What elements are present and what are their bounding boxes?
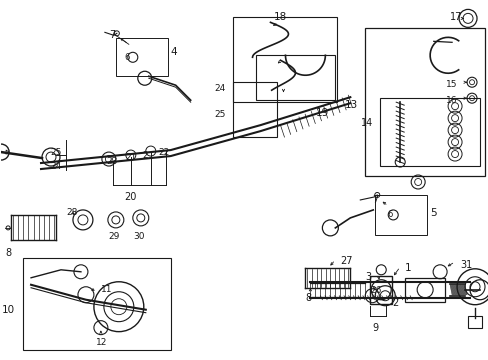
Text: 13: 13 bbox=[345, 100, 358, 110]
Text: 5: 5 bbox=[429, 208, 436, 218]
Text: 16: 16 bbox=[445, 96, 456, 105]
Text: 31: 31 bbox=[459, 260, 471, 270]
Bar bbox=[232, 82, 277, 137]
Text: 25: 25 bbox=[214, 110, 225, 119]
Bar bbox=[365, 28, 484, 176]
Text: 27: 27 bbox=[340, 256, 352, 266]
Bar bbox=[467, 316, 481, 328]
Bar bbox=[369, 276, 391, 304]
Text: 29: 29 bbox=[108, 232, 119, 241]
Text: 4: 4 bbox=[170, 47, 177, 57]
Text: 9: 9 bbox=[371, 323, 378, 333]
Text: 30: 30 bbox=[133, 232, 144, 241]
Text: 7: 7 bbox=[109, 30, 115, 40]
Text: 10: 10 bbox=[2, 305, 15, 315]
Text: 18: 18 bbox=[273, 12, 286, 22]
Bar bbox=[405, 278, 444, 302]
Text: 21: 21 bbox=[125, 153, 137, 162]
Bar bbox=[23, 258, 170, 350]
Bar bbox=[116, 38, 167, 76]
Text: 7: 7 bbox=[371, 195, 378, 205]
Text: 1: 1 bbox=[405, 263, 411, 273]
Text: 25: 25 bbox=[50, 148, 61, 157]
Bar bbox=[232, 17, 337, 102]
Text: 20: 20 bbox=[124, 192, 137, 202]
Bar bbox=[374, 195, 427, 235]
Text: 24: 24 bbox=[50, 162, 61, 171]
Text: 19: 19 bbox=[315, 108, 328, 118]
Text: 14: 14 bbox=[360, 118, 372, 128]
Text: 11: 11 bbox=[101, 285, 112, 294]
Text: 15: 15 bbox=[445, 80, 456, 89]
Text: 26: 26 bbox=[369, 286, 381, 295]
Text: 28: 28 bbox=[66, 208, 77, 217]
Text: 22: 22 bbox=[159, 148, 170, 157]
Text: 8: 8 bbox=[5, 248, 11, 258]
Text: 8: 8 bbox=[305, 293, 311, 303]
Bar bbox=[255, 55, 335, 100]
Text: 6: 6 bbox=[386, 210, 392, 219]
Text: 6: 6 bbox=[124, 53, 130, 62]
Text: 3: 3 bbox=[365, 272, 371, 282]
Bar bbox=[380, 98, 479, 166]
Text: 23: 23 bbox=[106, 157, 117, 166]
Text: 24: 24 bbox=[214, 84, 225, 93]
Text: 12: 12 bbox=[96, 338, 107, 347]
Text: 17: 17 bbox=[449, 12, 462, 22]
Text: 2: 2 bbox=[391, 298, 398, 308]
Text: 2: 2 bbox=[142, 151, 148, 160]
